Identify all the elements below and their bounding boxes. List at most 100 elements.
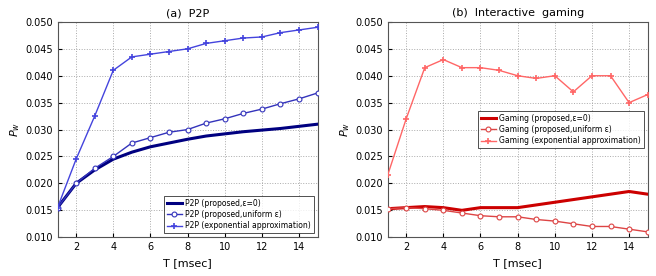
Gaming (proposed,ε=0)	[420, 205, 428, 208]
P2P (proposed,ε=0)	[54, 206, 62, 209]
Gaming (proposed,uniform ε)	[569, 222, 577, 225]
P2P (proposed,uniform ε)	[146, 136, 154, 139]
Gaming (proposed,ε=0)	[440, 206, 447, 209]
P2P (proposed,ε=0)	[314, 123, 321, 126]
P2P (proposed,ε=0)	[202, 134, 210, 138]
Gaming (exponential approximation)	[476, 66, 484, 69]
P2P (proposed,ε=0)	[184, 138, 192, 141]
Gaming (proposed,uniform ε)	[420, 207, 428, 210]
P2P (proposed,uniform ε)	[91, 167, 98, 170]
Gaming (proposed,ε=0)	[607, 193, 615, 196]
Gaming (proposed,ε=0)	[458, 209, 466, 212]
Legend: P2P (proposed,ε=0), P2P (proposed,uniform ε), P2P (exponential approximation): P2P (proposed,ε=0), P2P (proposed,unifor…	[163, 196, 314, 233]
P2P (proposed,ε=0)	[72, 182, 80, 185]
P2P (exponential approximation)	[221, 39, 229, 43]
P2P (proposed,uniform ε)	[221, 117, 229, 120]
P2P (proposed,uniform ε)	[165, 131, 173, 134]
X-axis label: T [msec]: T [msec]	[493, 258, 542, 268]
P2P (proposed,ε=0)	[91, 168, 98, 172]
Gaming (exponential approximation)	[514, 74, 522, 77]
P2P (exponential approximation)	[276, 31, 284, 34]
P2P (proposed,uniform ε)	[314, 91, 321, 95]
Gaming (proposed,ε=0)	[644, 193, 651, 196]
Gaming (proposed,ε=0)	[588, 195, 596, 198]
Gaming (proposed,ε=0)	[625, 190, 633, 193]
P2P (proposed,uniform ε)	[258, 107, 266, 111]
Gaming (proposed,ε=0)	[569, 198, 577, 201]
Gaming (proposed,uniform ε)	[440, 209, 447, 212]
Legend: Gaming (proposed,ε=0), Gaming (proposed,uniform ε), Gaming (exponential approxim: Gaming (proposed,ε=0), Gaming (proposed,…	[478, 111, 644, 148]
Gaming (exponential approximation)	[384, 174, 392, 177]
Gaming (exponential approximation)	[532, 77, 540, 80]
Gaming (proposed,uniform ε)	[607, 225, 615, 228]
P2P (proposed,ε=0)	[221, 132, 229, 136]
Line: Gaming (proposed,ε=0): Gaming (proposed,ε=0)	[388, 192, 647, 210]
Gaming (proposed,uniform ε)	[514, 215, 522, 218]
P2P (proposed,ε=0)	[239, 130, 247, 133]
Gaming (proposed,ε=0)	[495, 206, 503, 209]
Gaming (exponential approximation)	[458, 66, 466, 69]
Gaming (proposed,uniform ε)	[384, 207, 392, 210]
P2P (proposed,ε=0)	[110, 158, 117, 161]
Gaming (exponential approximation)	[644, 93, 651, 96]
Gaming (proposed,uniform ε)	[625, 227, 633, 231]
P2P (proposed,uniform ε)	[239, 112, 247, 115]
Y-axis label: $P_w$: $P_w$	[338, 122, 352, 137]
Gaming (proposed,ε=0)	[476, 206, 484, 209]
P2P (proposed,ε=0)	[128, 150, 136, 154]
Gaming (exponential approximation)	[625, 101, 633, 104]
Gaming (proposed,uniform ε)	[588, 225, 596, 228]
Gaming (proposed,uniform ε)	[495, 215, 503, 218]
P2P (proposed,uniform ε)	[276, 102, 284, 105]
P2P (exponential approximation)	[258, 35, 266, 39]
P2P (exponential approximation)	[184, 47, 192, 51]
P2P (proposed,ε=0)	[165, 141, 173, 145]
Gaming (exponential approximation)	[495, 69, 503, 72]
P2P (proposed,ε=0)	[276, 127, 284, 130]
Line: P2P (exponential approximation): P2P (exponential approximation)	[54, 24, 321, 211]
Gaming (proposed,ε=0)	[402, 206, 410, 209]
X-axis label: T [msec]: T [msec]	[163, 258, 212, 268]
Gaming (exponential approximation)	[607, 74, 615, 77]
Gaming (exponential approximation)	[569, 90, 577, 94]
P2P (proposed,uniform ε)	[202, 121, 210, 125]
Line: Gaming (exponential approximation): Gaming (exponential approximation)	[384, 56, 651, 179]
P2P (exponential approximation)	[295, 28, 303, 32]
Gaming (proposed,uniform ε)	[476, 214, 484, 217]
Gaming (exponential approximation)	[402, 117, 410, 120]
P2P (proposed,ε=0)	[295, 125, 303, 128]
P2P (proposed,uniform ε)	[295, 97, 303, 100]
P2P (exponential approximation)	[314, 26, 321, 29]
P2P (proposed,ε=0)	[258, 128, 266, 132]
P2P (proposed,uniform ε)	[128, 141, 136, 145]
P2P (exponential approximation)	[91, 115, 98, 118]
Line: Gaming (proposed,uniform ε): Gaming (proposed,uniform ε)	[385, 205, 650, 234]
P2P (proposed,uniform ε)	[110, 155, 117, 158]
P2P (exponential approximation)	[146, 52, 154, 56]
Title: (b)  Interactive  gaming: (b) Interactive gaming	[451, 8, 584, 18]
Gaming (exponential approximation)	[420, 66, 428, 69]
P2P (exponential approximation)	[128, 55, 136, 59]
Gaming (proposed,uniform ε)	[644, 230, 651, 233]
P2P (proposed,ε=0)	[146, 145, 154, 148]
Gaming (proposed,uniform ε)	[402, 206, 410, 209]
Gaming (proposed,ε=0)	[384, 207, 392, 210]
P2P (exponential approximation)	[239, 36, 247, 40]
Y-axis label: $P_w$: $P_w$	[9, 122, 22, 137]
Gaming (proposed,uniform ε)	[458, 211, 466, 215]
P2P (exponential approximation)	[54, 206, 62, 209]
Gaming (exponential approximation)	[551, 74, 559, 77]
P2P (proposed,uniform ε)	[184, 128, 192, 131]
P2P (exponential approximation)	[72, 158, 80, 161]
P2P (exponential approximation)	[202, 42, 210, 45]
Line: P2P (proposed,ε=0): P2P (proposed,ε=0)	[58, 124, 318, 208]
Gaming (proposed,uniform ε)	[532, 218, 540, 221]
Gaming (exponential approximation)	[440, 58, 447, 61]
Title: (a)  P2P: (a) P2P	[166, 8, 209, 18]
Gaming (proposed,ε=0)	[551, 201, 559, 204]
Gaming (proposed,ε=0)	[514, 206, 522, 209]
P2P (proposed,uniform ε)	[72, 182, 80, 185]
P2P (exponential approximation)	[110, 69, 117, 72]
P2P (exponential approximation)	[165, 50, 173, 53]
Line: P2P (proposed,uniform ε): P2P (proposed,uniform ε)	[55, 91, 320, 210]
